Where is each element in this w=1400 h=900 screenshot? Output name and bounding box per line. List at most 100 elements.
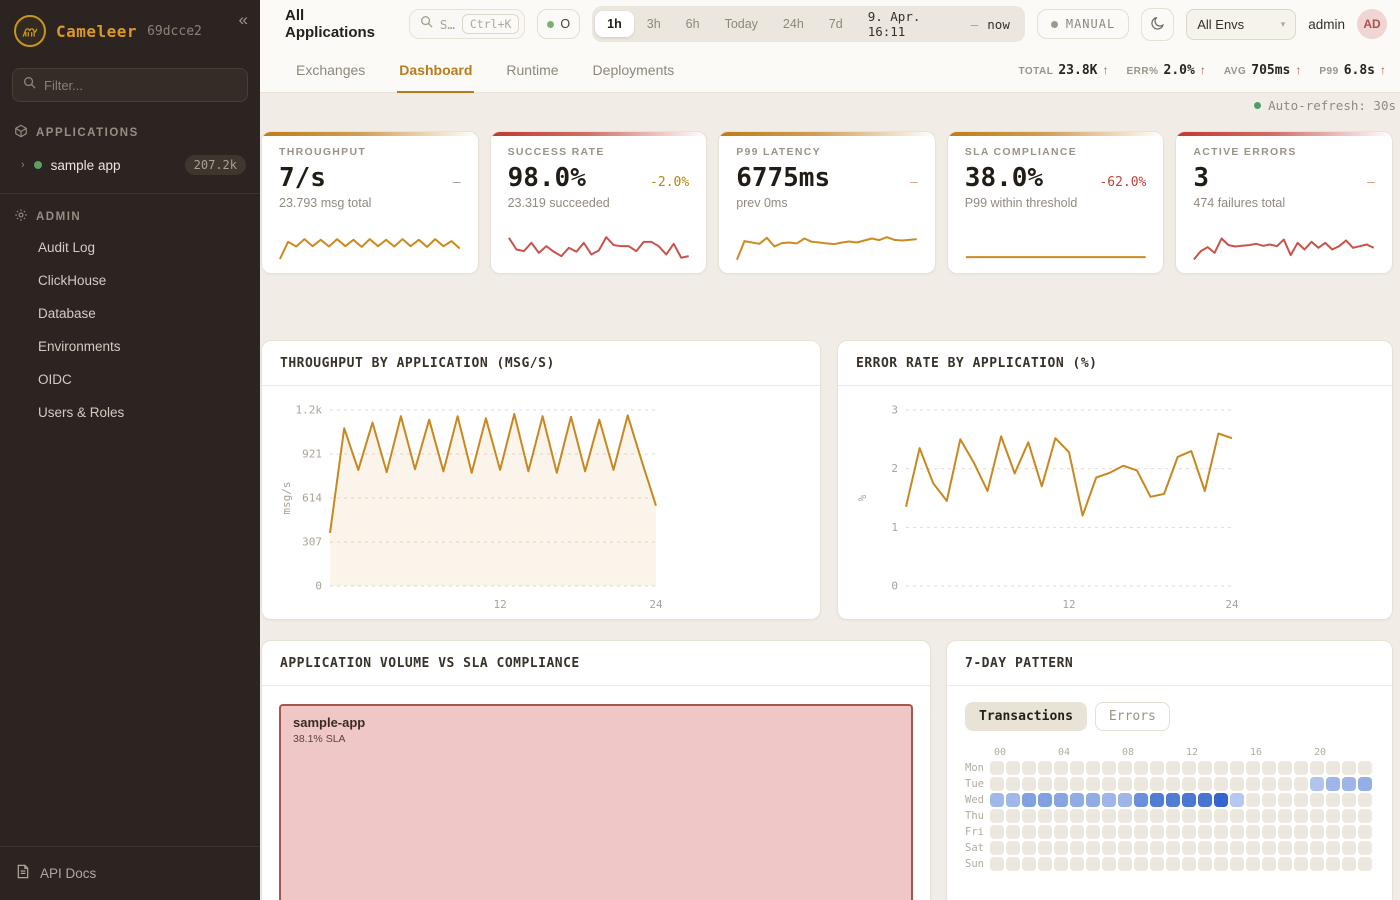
heatmap-cell bbox=[1102, 777, 1116, 791]
range-button-7d[interactable]: 7d bbox=[817, 11, 855, 37]
heatmap-cell bbox=[1214, 825, 1228, 839]
env-select[interactable]: All Envs ▾ bbox=[1186, 8, 1297, 40]
svg-text:2: 2 bbox=[891, 462, 898, 475]
heatmap-cell bbox=[1022, 809, 1036, 823]
tab-exchanges[interactable]: Exchanges bbox=[296, 62, 366, 78]
heatmap-cell bbox=[1198, 793, 1212, 807]
sidebar-item-clickhouse[interactable]: ClickHouse bbox=[38, 273, 107, 288]
heatmap-cell bbox=[1006, 841, 1020, 855]
heatmap-cell bbox=[1262, 825, 1276, 839]
heatmap-wrap: Transactions Errors 00 04 08 12 16 20 Mon Tue We… bbox=[947, 686, 1392, 889]
heatmap-cell bbox=[990, 825, 1004, 839]
heatmap-cell bbox=[990, 857, 1004, 871]
heatmap-cell bbox=[1102, 761, 1116, 775]
range-button-6h[interactable]: 6h bbox=[674, 11, 712, 37]
heatmap-cell bbox=[1310, 761, 1324, 775]
heatmap-cell bbox=[1310, 841, 1324, 855]
sidebar-item-database[interactable]: Database bbox=[38, 306, 96, 321]
kpi-value: 38.0% bbox=[964, 163, 1044, 193]
kpi-sparkline bbox=[279, 225, 461, 263]
chart-title: 7-DAY PATTERN bbox=[965, 656, 1074, 671]
global-search-input[interactable]: S… Ctrl+K bbox=[408, 9, 526, 39]
kpi-value: 7/s bbox=[279, 163, 326, 193]
heatmap-cell bbox=[1006, 777, 1020, 791]
heatmap-cell bbox=[1278, 825, 1292, 839]
sidebar-collapse-button[interactable]: « bbox=[238, 10, 248, 29]
heatmap-cell bbox=[1054, 777, 1068, 791]
heatmap-cell bbox=[1150, 761, 1164, 775]
heatmap-row-sun: Sun bbox=[965, 857, 1374, 871]
dark-mode-toggle[interactable] bbox=[1141, 7, 1175, 41]
sidebar-item-api-docs[interactable]: API Docs bbox=[0, 851, 260, 900]
sidebar-item-environments[interactable]: Environments bbox=[38, 339, 121, 354]
date-range-separator: – bbox=[970, 16, 979, 32]
heatmap-cell bbox=[1182, 825, 1196, 839]
stat-err: ERR% 2.0% ↑ bbox=[1126, 63, 1205, 78]
tab-dashboard[interactable]: Dashboard bbox=[397, 48, 475, 93]
tab-runtime[interactable]: Runtime bbox=[506, 62, 559, 78]
heatmap-cell bbox=[1310, 809, 1324, 823]
heatmap-tab-transactions[interactable]: Transactions bbox=[965, 702, 1087, 731]
sidebar-item-audit-log[interactable]: Audit Log bbox=[38, 240, 96, 255]
heatmap-cell bbox=[1230, 825, 1244, 839]
manual-refresh-button[interactable]: MANUAL bbox=[1036, 9, 1130, 39]
sidebar-item-oidc[interactable]: OIDC bbox=[38, 372, 72, 387]
heatmap-cell bbox=[1086, 841, 1100, 855]
heatmap-cell bbox=[990, 841, 1004, 855]
heatmap-cell bbox=[1230, 809, 1244, 823]
heatmap-cell bbox=[1182, 777, 1196, 791]
heatmap-hour-label: 08 bbox=[1122, 747, 1135, 758]
heatmap-cell bbox=[1246, 857, 1260, 871]
sidebar-item-users-roles[interactable]: Users & Roles bbox=[38, 405, 125, 420]
gear-icon bbox=[14, 208, 28, 225]
chart-title: ERROR RATE BY APPLICATION (%) bbox=[856, 356, 1098, 371]
stat-total: TOTAL 23.8K ↑ bbox=[1018, 63, 1108, 78]
kpi-card-sla-compliance: SLA COMPLIANCE 38.0% -62.0% P99 within thre… bbox=[946, 131, 1165, 274]
range-button-1h[interactable]: 1h bbox=[595, 11, 634, 37]
heatmap-cell bbox=[1230, 841, 1244, 855]
date-range[interactable]: 9. Apr. 16:11 – now bbox=[867, 9, 1010, 39]
status-pill[interactable]: O bbox=[537, 9, 581, 39]
kpi-value: 98.0% bbox=[507, 163, 586, 193]
cube-icon bbox=[14, 124, 28, 141]
dashboard-content: Auto-refresh: 30s THROUGHPUT 7/s – 23.793 m… bbox=[260, 93, 1400, 900]
kpi-card-success-rate: SUCCESS RATE 98.0% -2.0% 23.319 succeeded bbox=[489, 131, 708, 274]
sidebar-item-sample-app[interactable]: › sample app 207.2k bbox=[0, 147, 260, 183]
range-button-3h[interactable]: 3h bbox=[635, 11, 673, 37]
heatmap-cell bbox=[1102, 809, 1116, 823]
heatmap-cell bbox=[1038, 841, 1052, 855]
heatmap-hour-label: 04 bbox=[1058, 747, 1071, 758]
kpi-value-row: 7/s – bbox=[279, 163, 461, 193]
chevron-right-icon[interactable]: › bbox=[21, 159, 25, 171]
heatmap-tab-errors[interactable]: Errors bbox=[1094, 702, 1170, 731]
sidebar-filter[interactable] bbox=[12, 68, 248, 102]
heatmap-cell bbox=[1294, 777, 1308, 791]
heatmap-cell bbox=[1182, 793, 1196, 807]
avatar[interactable]: AD bbox=[1357, 9, 1387, 39]
range-button-24h[interactable]: 24h bbox=[771, 11, 816, 37]
svg-text:0: 0 bbox=[315, 580, 322, 593]
heatmap-cell bbox=[1278, 841, 1292, 855]
tab-deployments[interactable]: Deployments bbox=[592, 62, 675, 78]
heatmap-cell bbox=[1198, 809, 1212, 823]
heatmap-cell bbox=[1166, 825, 1180, 839]
filter-input[interactable] bbox=[44, 77, 237, 93]
heatmap-cell bbox=[1278, 857, 1292, 871]
stat-label: TOTAL bbox=[1018, 65, 1054, 77]
range-button-today[interactable]: Today bbox=[713, 11, 770, 37]
svg-text:1: 1 bbox=[891, 521, 898, 534]
heatmap-cell bbox=[1214, 841, 1228, 855]
kpi-label: P99 LATENCY bbox=[736, 146, 821, 158]
heatmap-cell bbox=[1150, 841, 1164, 855]
treemap-cell-sample-app[interactable]: sample-app 38.1% SLA bbox=[279, 704, 913, 900]
heatmap-cell bbox=[1198, 825, 1212, 839]
heatmap-cell bbox=[1326, 793, 1340, 807]
heatmap-cell bbox=[1038, 825, 1052, 839]
tabs: Exchanges Dashboard Runtime Deployments bbox=[296, 48, 675, 93]
heatmap-cell bbox=[1310, 793, 1324, 807]
search-shortcut-badge: Ctrl+K bbox=[461, 14, 520, 34]
heatmap-cell bbox=[1278, 809, 1292, 823]
heatmap-cell bbox=[1342, 793, 1356, 807]
heatmap-cell bbox=[1246, 825, 1260, 839]
kpi-subtext: 474 failures total bbox=[1193, 196, 1286, 210]
